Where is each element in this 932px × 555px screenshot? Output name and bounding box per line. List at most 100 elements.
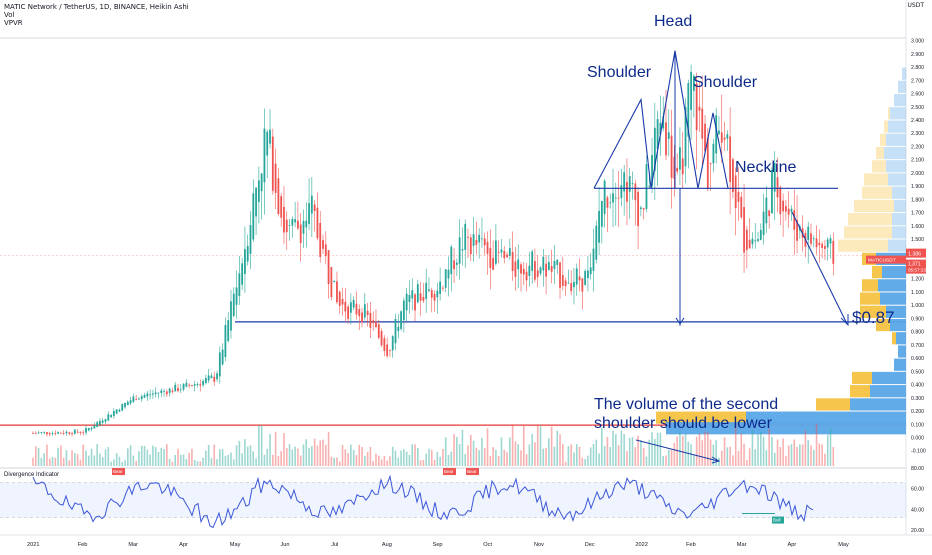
candle-body	[614, 197, 617, 199]
bear-marker-label: Bear	[467, 469, 477, 474]
candle-body	[246, 246, 249, 262]
candle-body	[573, 282, 575, 288]
volume-bar	[707, 431, 709, 466]
candle-body	[333, 280, 336, 283]
volume-bar	[662, 456, 665, 466]
candle-body	[472, 234, 475, 246]
candle-body	[277, 178, 280, 215]
vpvr-down-bar	[848, 213, 892, 226]
candle-body	[202, 380, 204, 386]
candle-body	[765, 197, 768, 224]
candle-body	[578, 276, 581, 281]
candle-body	[310, 195, 313, 214]
candle-body	[732, 159, 734, 192]
volume-bar	[659, 432, 662, 466]
volume-bar	[439, 456, 441, 466]
volume-bar	[394, 450, 397, 466]
price-tick-label: 0.500	[911, 369, 924, 375]
volume-bar	[177, 448, 179, 466]
candle-body	[336, 281, 338, 303]
candle-body	[132, 396, 135, 402]
candle-body	[793, 210, 796, 230]
candle-body	[776, 177, 779, 198]
candle-body	[182, 384, 185, 390]
candle-body	[193, 384, 196, 386]
candle-body	[68, 432, 71, 434]
badge-price-box	[906, 259, 926, 274]
volume-bar	[492, 447, 494, 466]
candle-body	[665, 122, 667, 156]
vpvr-up-bar	[888, 239, 906, 252]
price-tick-label: 1.800	[911, 197, 924, 203]
candle-body	[511, 251, 514, 272]
volume-bar	[414, 444, 416, 466]
target-arrowhead	[675, 317, 685, 325]
volume-bar	[322, 439, 324, 466]
volume-bar	[118, 456, 121, 466]
volume-bar	[642, 447, 645, 466]
candle-body	[564, 280, 567, 287]
volume-bar	[358, 444, 361, 466]
candle-body	[79, 431, 82, 433]
candle-body	[483, 238, 486, 246]
volume-bar	[258, 425, 260, 466]
vpvr-label: VPVR	[4, 19, 23, 27]
volume-bar	[37, 447, 40, 466]
volume-bar	[313, 438, 316, 466]
time-tick-label: Feb	[78, 542, 88, 548]
volume-bar	[355, 455, 358, 466]
volume-bar	[219, 449, 221, 466]
candle-body	[104, 419, 107, 422]
candle-body	[241, 263, 244, 285]
candle-body	[584, 270, 587, 286]
volume-bar	[528, 444, 531, 466]
volume-bar	[135, 460, 137, 466]
vpvr-down-bar	[816, 398, 850, 411]
volume-bar	[773, 452, 776, 466]
price-tick-label: 2.500	[911, 105, 924, 111]
candle-body	[118, 409, 121, 412]
volume-bar	[32, 457, 34, 466]
volume-bar	[428, 448, 430, 466]
volume-bar	[729, 446, 731, 466]
candle-body	[740, 196, 743, 218]
bull-marker	[772, 516, 784, 524]
candle-body	[698, 106, 701, 111]
candle-body	[536, 270, 539, 277]
volume-bar	[799, 444, 801, 466]
vpvr-down-bar	[864, 173, 888, 186]
volume-note-line1: The volume of the second	[594, 396, 778, 413]
volume-bar	[319, 440, 322, 466]
volume-bar	[665, 455, 667, 466]
candle-body	[249, 225, 252, 254]
candle-body	[37, 432, 40, 434]
volume-bar	[34, 446, 37, 466]
volume-bar	[796, 447, 798, 466]
candle-body	[174, 384, 177, 392]
volume-bar	[478, 450, 480, 466]
right-shoulder-label: Shoulder	[693, 74, 758, 91]
candle-body	[606, 197, 609, 208]
price-tick-label: 2.600	[911, 92, 924, 98]
candle-body	[216, 373, 218, 380]
volume-bar	[673, 442, 676, 466]
volume-bar	[425, 453, 427, 466]
volume-bar	[486, 428, 489, 466]
projected-arrowhead	[840, 313, 849, 327]
candle-body	[157, 392, 160, 394]
volume-bar	[266, 448, 269, 466]
volume-bar	[199, 461, 202, 466]
time-tick-label: Mar	[737, 542, 747, 548]
vpvr-up-bar	[898, 345, 906, 358]
volume-bar	[364, 455, 366, 466]
volume-bar	[380, 459, 383, 466]
volume-bar	[146, 449, 149, 466]
candle-body	[645, 164, 648, 209]
volume-bar	[726, 447, 729, 466]
candle-body	[821, 243, 824, 248]
projected-path-arrow	[791, 211, 848, 325]
vpvr-up-bar	[890, 318, 906, 332]
volume-bar	[829, 428, 832, 466]
candle-body	[818, 242, 821, 246]
